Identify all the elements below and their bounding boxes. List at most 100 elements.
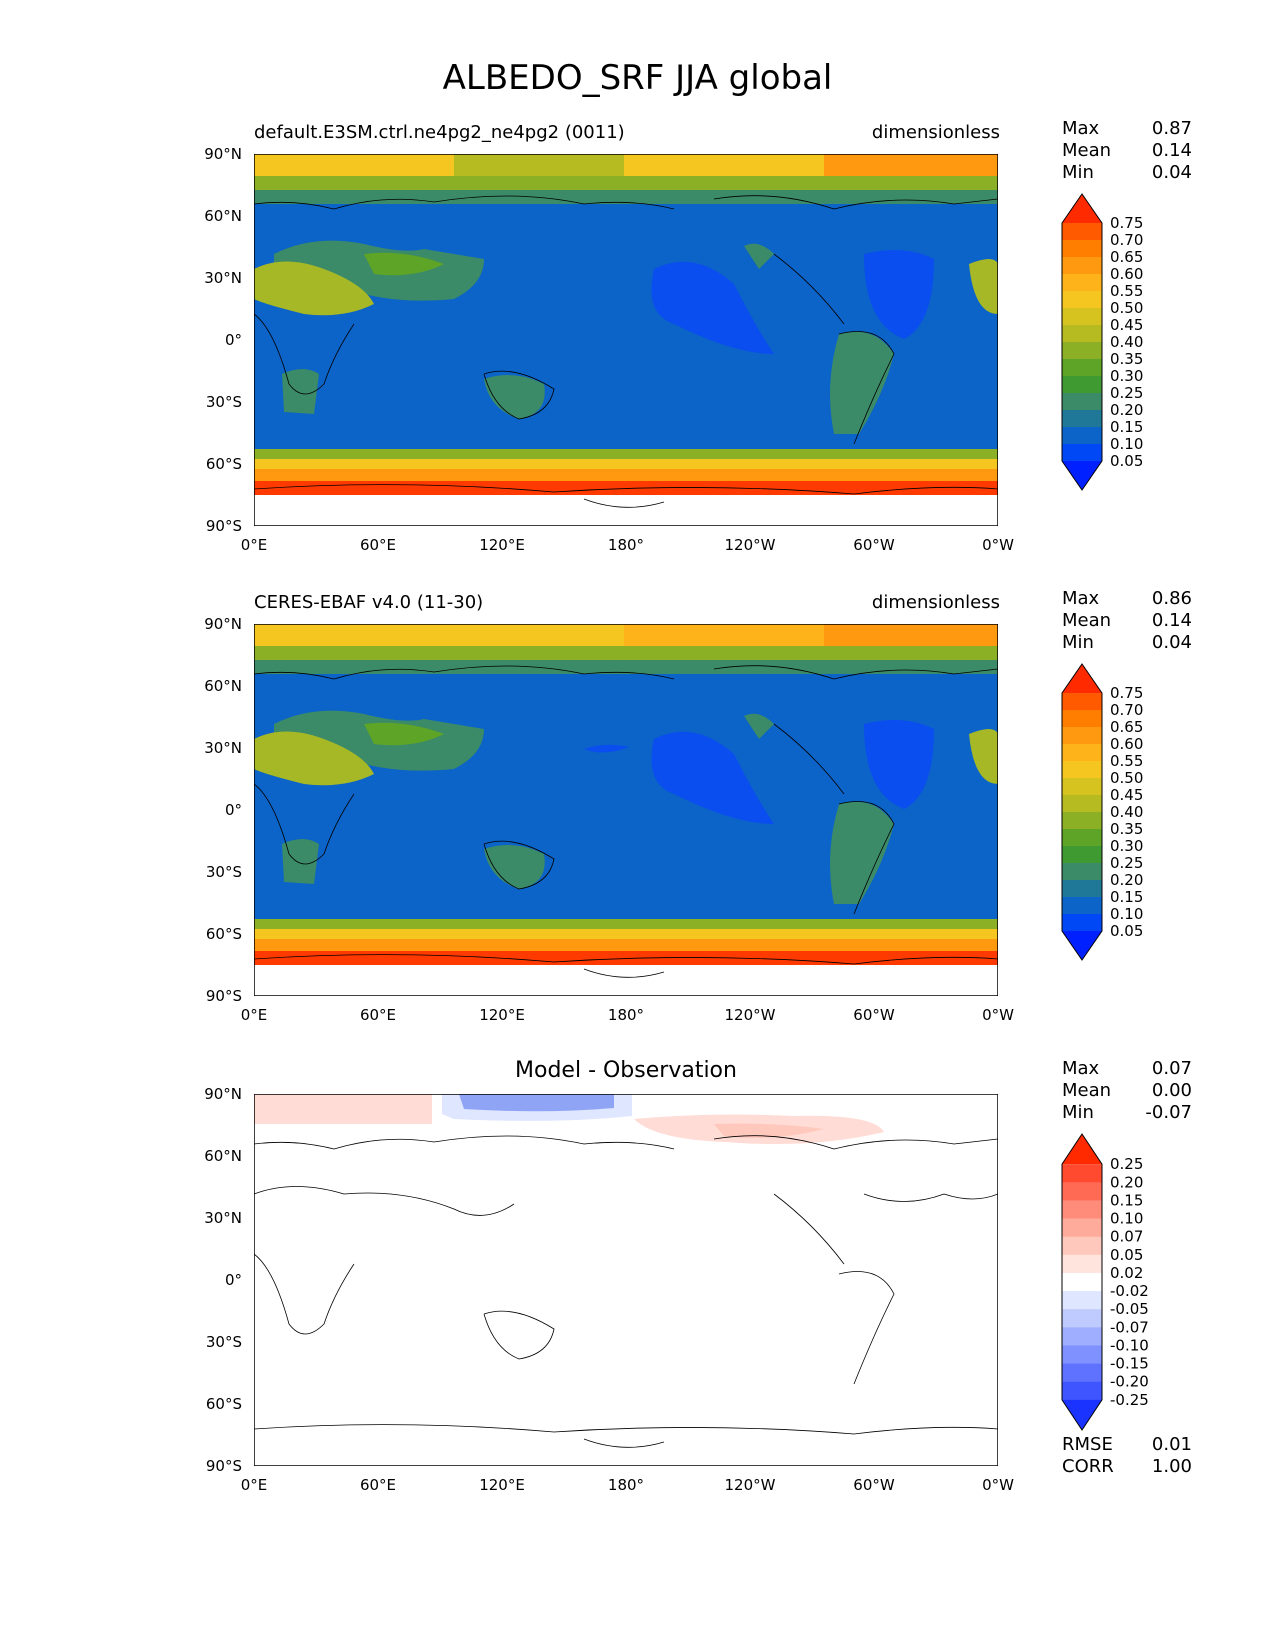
colorbar-tick-label: 0.15	[1110, 418, 1143, 436]
colorbar-swatch	[1062, 240, 1102, 258]
colorbar-swatch	[1062, 1291, 1102, 1310]
colorbar-swatch	[1062, 744, 1102, 762]
colorbar: 0.750.700.650.600.550.500.450.400.350.30…	[1061, 663, 1143, 961]
longitude-tick-label: 120°E	[479, 536, 525, 554]
figure-title: ALBEDO_SRF JJA global	[442, 58, 833, 98]
colorbar-tick-label: 0.60	[1110, 735, 1143, 753]
longitude-tick-label: 0°E	[240, 1476, 268, 1494]
colorbar-tick-label: 0.75	[1110, 214, 1143, 232]
colorbar-tick-label: 0.15	[1110, 1191, 1143, 1209]
mean-value: 0.14	[1151, 610, 1192, 631]
latitude-tick-label: 90°N	[204, 615, 242, 633]
mean-value: 0.00	[1151, 1080, 1192, 1101]
colorbar-tick-label: 0.05	[1110, 1246, 1143, 1264]
panel-title: default.E3SM.ctrl.ne4pg2_ne4pg2 (0011)	[254, 122, 625, 143]
latitude-tick-label: 60°S	[205, 925, 242, 943]
colorbar-swatch	[1062, 693, 1102, 711]
albedo-map	[254, 154, 998, 526]
latitude-tick-label: 60°N	[204, 677, 242, 695]
latitude-tick-label: 60°N	[204, 207, 242, 225]
colorbar-tick-label: 0.40	[1110, 803, 1143, 821]
colorbar-swatch	[1062, 863, 1102, 881]
colorbar-tick-label: 0.55	[1110, 752, 1143, 770]
colorbar-swatch	[1062, 1254, 1102, 1274]
colorbar-swatch	[1062, 376, 1102, 394]
longitude-tick-label: 0°W	[982, 1476, 1014, 1494]
mean-label: Mean	[1062, 610, 1112, 631]
stats-box: Max 0.87 Mean 0.14 Min 0.04	[1062, 118, 1192, 184]
latitude-tick-label: 30°S	[205, 863, 242, 881]
colorbar-tick-label: 0.25	[1110, 384, 1143, 402]
colorbar-tick-label: 0.50	[1110, 299, 1143, 317]
colorbar: 0.750.700.650.600.550.500.450.400.350.30…	[1061, 193, 1143, 491]
colorbar-swatch	[1062, 1399, 1102, 1430]
model-panel: default.E3SM.ctrl.ne4pg2_ne4pg2 (0011) d…	[0, 110, 1275, 580]
colorbar-swatch	[1062, 1218, 1102, 1238]
colorbar-swatch	[1062, 308, 1102, 326]
longitude-tick-label: 120°W	[724, 536, 776, 554]
colorbar-tick-label: 0.35	[1110, 350, 1143, 368]
mean-value: 0.14	[1151, 140, 1192, 161]
corr-value: 1.00	[1151, 1456, 1192, 1477]
colorbar-tick-label: 0.60	[1110, 265, 1143, 283]
difference-panel: Model - Observation Max 0.07 Mean 0.00 Min…	[0, 1050, 1275, 1520]
min-label: Min	[1062, 632, 1094, 653]
colorbar-swatch	[1062, 1381, 1102, 1401]
longitude-tick-label: 120°W	[724, 1476, 776, 1494]
panel-title: CERES-EBAF v4.0 (11-30)	[254, 592, 484, 613]
colorbar-swatch	[1062, 778, 1102, 796]
colorbar-tick-label: 0.15	[1110, 888, 1143, 906]
colorbar-outline	[1061, 663, 1103, 961]
rmse-value: 0.01	[1151, 1434, 1192, 1455]
colorbar-swatch	[1062, 880, 1102, 898]
colorbar-swatch	[1062, 325, 1102, 343]
longitude-tick-label: 60°E	[359, 536, 397, 554]
max-value: 0.86	[1151, 588, 1192, 609]
longitude-tick-label: 0°W	[982, 536, 1014, 554]
longitude-tick-label: 60°E	[359, 1476, 397, 1494]
colorbar-tick-label: 0.10	[1110, 905, 1143, 923]
latitude-tick-label: 30°S	[205, 393, 242, 411]
latitude-tick-label: 30°N	[204, 739, 242, 757]
max-label: Max	[1062, 118, 1100, 139]
longitude-tick-label: 0°W	[982, 1006, 1014, 1024]
max-value: 0.07	[1151, 1058, 1192, 1079]
colorbar-tick-label: 0.65	[1110, 718, 1143, 736]
min-value: 0.04	[1151, 632, 1192, 653]
longitude-tick-label: 180°	[607, 1476, 645, 1494]
mean-label: Mean	[1062, 140, 1112, 161]
albedo-map	[254, 624, 998, 996]
latitude-tick-label: 90°N	[204, 1085, 242, 1103]
latitude-tick-label: 60°S	[205, 1395, 242, 1413]
colorbar-tick-label: 0.35	[1110, 820, 1143, 838]
max-value: 0.87	[1151, 118, 1192, 139]
colorbar-tick-label: 0.25	[1110, 854, 1143, 872]
colorbar-swatch	[1062, 393, 1102, 411]
longitude-tick-label: 180°	[607, 1006, 645, 1024]
longitude-tick-label: 120°W	[724, 1006, 776, 1024]
colorbar-outline	[1061, 1133, 1103, 1431]
colorbar-tick-label: 0.05	[1110, 922, 1143, 940]
colorbar-swatch	[1062, 1345, 1102, 1365]
colorbar-tick-label: 0.75	[1110, 684, 1143, 702]
min-label: Min	[1062, 1102, 1094, 1123]
colorbar-tick-label: -0.07	[1110, 1318, 1149, 1336]
panel-units: dimensionless	[871, 592, 1000, 613]
colorbar-swatch	[1062, 444, 1102, 462]
colorbar-tick-label: 0.40	[1110, 333, 1143, 351]
latitude-tick-label: 90°S	[205, 1457, 242, 1475]
stats-box: Max 0.07 Mean 0.00 Min -0.07	[1062, 1058, 1192, 1124]
colorbar-swatch	[1062, 1327, 1102, 1346]
colorbar-tick-label: 0.10	[1110, 435, 1143, 453]
colorbar-tick-label: 0.30	[1110, 367, 1143, 385]
longitude-tick-label: 0°E	[240, 1006, 268, 1024]
latitude-tick-label: 0°	[224, 331, 242, 349]
colorbar-swatch	[1062, 1272, 1102, 1292]
colorbar-tick-label: 0.05	[1110, 452, 1143, 470]
longitude-tick-label: 120°E	[479, 1476, 525, 1494]
colorbar-swatch	[1062, 931, 1102, 960]
colorbar-swatch	[1062, 257, 1102, 275]
longitude-tick-label: 60°W	[853, 1006, 895, 1024]
colorbar-tick-label: -0.10	[1110, 1336, 1149, 1354]
min-value: 0.04	[1151, 162, 1192, 183]
